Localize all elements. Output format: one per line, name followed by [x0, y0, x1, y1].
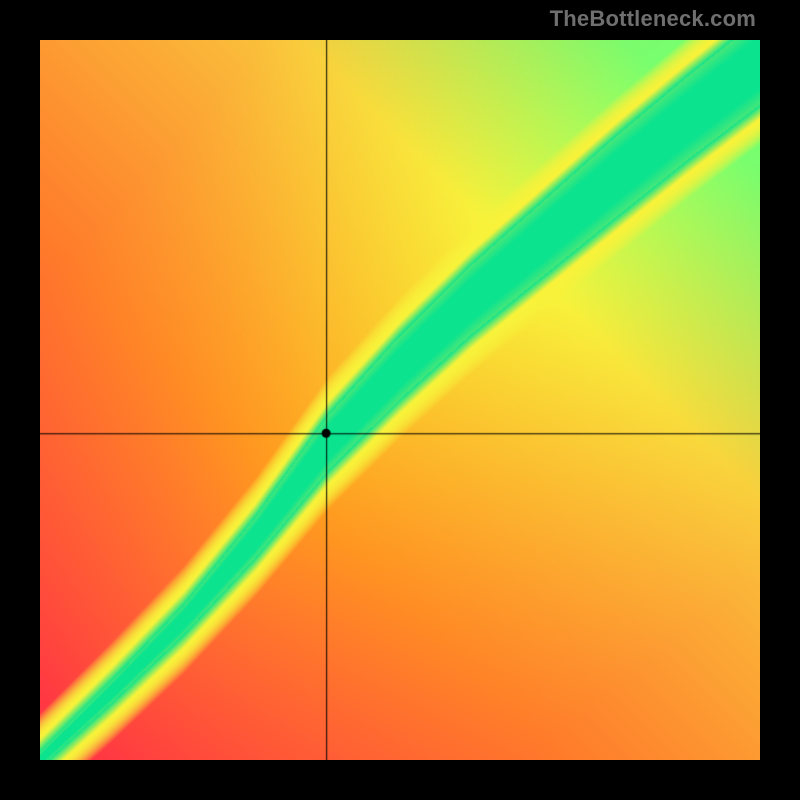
watermark-text: TheBottleneck.com [550, 6, 756, 32]
heatmap-canvas [40, 40, 760, 760]
chart-container: TheBottleneck.com [0, 0, 800, 800]
heatmap-plot [40, 40, 760, 760]
